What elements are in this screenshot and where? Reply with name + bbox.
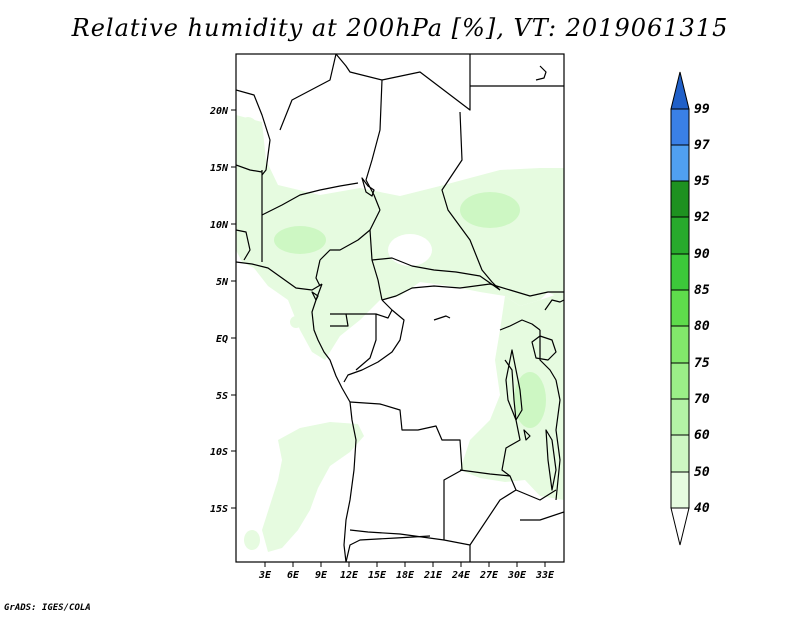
lat-tick-10n: 10N bbox=[210, 220, 236, 231]
colorbar-label-70: 70 bbox=[694, 392, 710, 407]
colorbar-label-75: 75 bbox=[694, 356, 710, 371]
svg-text:EQ: EQ bbox=[216, 334, 228, 345]
svg-text:30E: 30E bbox=[507, 570, 527, 581]
humidity-patch bbox=[290, 316, 302, 328]
colorbar-segment-40-50 bbox=[670, 471, 690, 509]
colorbar-segment-92-95 bbox=[670, 180, 690, 218]
colorbar-segment-90-92 bbox=[670, 216, 690, 255]
colorbar-label-85: 85 bbox=[694, 283, 710, 298]
colorbar-label-80: 80 bbox=[694, 319, 710, 334]
lon-tick-24e: 24E bbox=[451, 562, 471, 581]
lat-tick-5n: 5N bbox=[216, 277, 236, 288]
country-boundaries bbox=[236, 54, 564, 562]
colorbar-label-95: 95 bbox=[694, 174, 710, 189]
colorbar: 99 97 95 92 90 85 80 75 70 60 50 40 bbox=[670, 71, 710, 546]
humidity-patch bbox=[236, 117, 260, 153]
humidity-field bbox=[236, 115, 564, 552]
humidity-patch-deep bbox=[514, 372, 546, 428]
lon-tick-33e: 33E bbox=[535, 562, 555, 581]
colorbar-segment-50-60 bbox=[670, 434, 690, 473]
svg-text:12E: 12E bbox=[340, 570, 359, 581]
svg-text:9E: 9E bbox=[315, 570, 328, 581]
humidity-area-southwest bbox=[262, 422, 364, 552]
credit-label: GrADS: IGES/COLA bbox=[4, 603, 91, 613]
colorbar-arrow-top bbox=[670, 71, 690, 110]
svg-text:6E: 6E bbox=[287, 570, 300, 581]
svg-text:5N: 5N bbox=[216, 277, 229, 288]
svg-text:24E: 24E bbox=[451, 570, 471, 581]
svg-text:15N: 15N bbox=[210, 163, 229, 174]
lon-tick-12e: 12E bbox=[340, 562, 359, 581]
lon-tick-15e: 15E bbox=[368, 562, 387, 581]
humidity-patch bbox=[236, 178, 264, 202]
lon-axis: 3E 6E 9E 12E 15E 18E 21E 24E 27E 30E 33E bbox=[258, 562, 555, 581]
svg-text:15E: 15E bbox=[368, 570, 387, 581]
colorbar-segment-75-80 bbox=[670, 325, 690, 364]
colorbar-segment-95-97 bbox=[670, 144, 690, 182]
svg-text:10N: 10N bbox=[210, 220, 229, 231]
humidity-area-east bbox=[460, 292, 564, 500]
colorbar-label-50: 50 bbox=[694, 465, 710, 480]
svg-text:18E: 18E bbox=[396, 570, 415, 581]
svg-text:20N: 20N bbox=[209, 106, 229, 117]
humidity-patch bbox=[244, 530, 260, 550]
lon-tick-9e: 9E bbox=[315, 562, 328, 581]
colorbar-label-60: 60 bbox=[694, 428, 710, 443]
lat-axis: 20N 15N 10N 5N EQ 5S 10S 15S bbox=[209, 106, 236, 515]
lon-tick-3e: 3E bbox=[258, 562, 272, 581]
svg-text:21E: 21E bbox=[423, 570, 443, 581]
lat-tick-5s: 5S bbox=[216, 391, 236, 402]
map-frame bbox=[235, 53, 565, 563]
lon-tick-27e: 27E bbox=[479, 562, 499, 581]
colorbar-segment-80-85 bbox=[670, 289, 690, 327]
colorbar-label-40: 40 bbox=[694, 501, 710, 516]
lat-tick-15s: 15S bbox=[210, 504, 236, 515]
colorbar-segment-97-99 bbox=[670, 108, 690, 146]
svg-text:10S: 10S bbox=[210, 447, 228, 458]
humidity-patch-deep bbox=[460, 192, 520, 228]
svg-text:3E: 3E bbox=[258, 570, 272, 581]
colorbar-label-97: 97 bbox=[694, 138, 710, 153]
dry-area bbox=[388, 234, 432, 266]
svg-text:15S: 15S bbox=[210, 504, 228, 515]
lat-tick-10s: 10S bbox=[210, 447, 236, 458]
colorbar-arrow-bottom bbox=[670, 507, 690, 546]
colorbar-label-90: 90 bbox=[694, 247, 710, 262]
lon-tick-6e: 6E bbox=[287, 562, 300, 581]
lon-tick-30e: 30E bbox=[507, 562, 527, 581]
chart-title: Relative humidity at 200hPa [%], VT: 201… bbox=[71, 14, 729, 42]
svg-text:33E: 33E bbox=[535, 570, 555, 581]
colorbar-segment-85-90 bbox=[670, 253, 690, 291]
colorbar-segment-70-75 bbox=[670, 362, 690, 400]
lon-tick-18e: 18E bbox=[396, 562, 415, 581]
lon-tick-21e: 21E bbox=[423, 562, 443, 581]
lat-tick-eq: EQ bbox=[216, 334, 236, 345]
lat-tick-20n: 20N bbox=[209, 106, 236, 117]
svg-text:27E: 27E bbox=[479, 570, 499, 581]
humidity-patch-deep bbox=[274, 226, 326, 254]
colorbar-label-99: 99 bbox=[694, 102, 710, 117]
lat-tick-15n: 15N bbox=[210, 163, 236, 174]
colorbar-label-92: 92 bbox=[694, 210, 710, 225]
svg-text:5S: 5S bbox=[216, 391, 228, 402]
colorbar-segment-60-70 bbox=[670, 398, 690, 436]
